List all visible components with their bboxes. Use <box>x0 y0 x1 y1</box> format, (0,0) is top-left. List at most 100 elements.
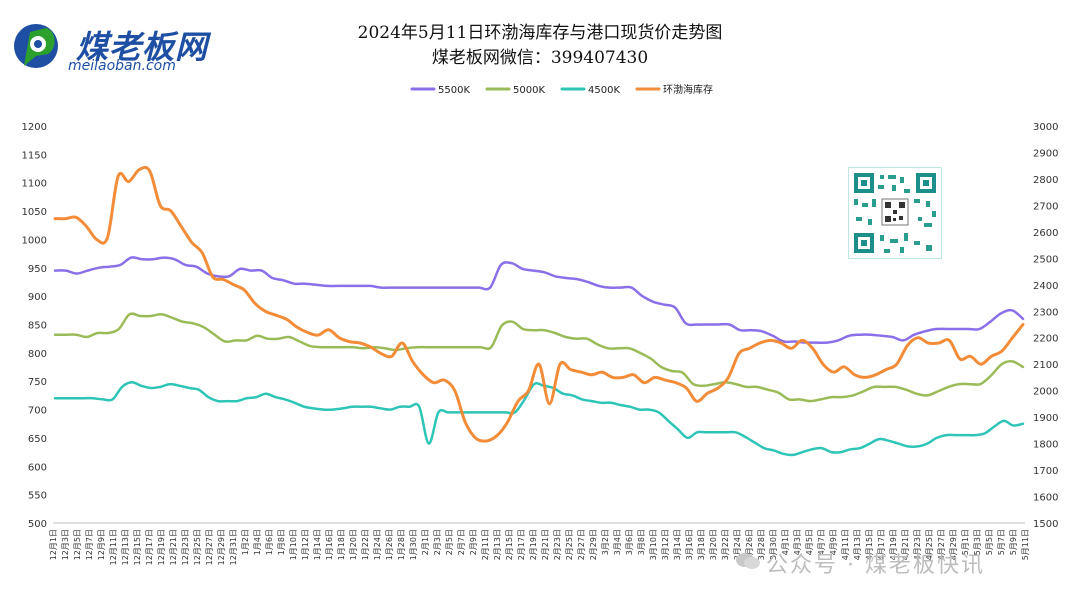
y-right-tick-label: 1800 <box>1033 440 1058 451</box>
y-right-tick-label: 3000 <box>1033 122 1058 133</box>
x-tick-label: 1月26日 <box>385 529 394 560</box>
x-tick-label: 1月12日 <box>301 529 310 560</box>
x-tick-label: 12月13日 <box>121 529 130 565</box>
y-left-tick-label: 1050 <box>22 207 47 218</box>
x-tick-label: 3月24日 <box>733 529 742 560</box>
x-tick-label: 3月30日 <box>769 529 778 560</box>
x-tick-label: 12月9日 <box>97 529 106 560</box>
x-tick-label: 3月16日 <box>685 529 694 560</box>
y-left-tick-label: 550 <box>28 491 47 502</box>
x-tick-label: 4月11日 <box>841 529 850 560</box>
x-tick-label: 4月23日 <box>913 529 922 560</box>
x-tick-label: 12月23日 <box>181 529 190 565</box>
x-tick-label: 2月29日 <box>589 529 598 560</box>
x-tick-label: 2月13日 <box>493 529 502 560</box>
x-tick-label: 1月16日 <box>325 529 334 560</box>
x-tick-label: 4月3日 <box>793 529 802 555</box>
x-tick-label: 1月2日 <box>241 529 250 555</box>
y-left-tick-label: 950 <box>28 264 47 275</box>
y-right-tick-label: 2900 <box>1033 148 1058 159</box>
y-right-tick-label: 2700 <box>1033 201 1058 212</box>
series-line-0 <box>53 256 1025 345</box>
x-tick-label: 1月6日 <box>265 529 274 555</box>
series-line-2 <box>53 381 1025 457</box>
x-tick-label: 2月27日 <box>577 529 586 560</box>
logo-name: 煤老板网 <box>76 28 209 66</box>
y-right-tick-label: 1500 <box>1033 519 1058 530</box>
x-tick-label: 2月21日 <box>541 529 550 560</box>
x-tick-label: 2月17日 <box>517 529 526 560</box>
logo-icon <box>14 24 58 68</box>
x-tick-label: 12月3日 <box>61 529 70 560</box>
x-tick-label: 12月25日 <box>193 529 202 565</box>
x-tick-label: 3月4日 <box>613 529 622 555</box>
x-tick-label: 2月7日 <box>457 529 466 555</box>
x-tick-label: 3月14日 <box>673 529 682 560</box>
y-right-tick-label: 2000 <box>1033 387 1058 398</box>
x-tick-label: 4月19日 <box>889 529 898 560</box>
x-tick-label: 3月26日 <box>745 529 754 560</box>
x-tick-label: 12月29日 <box>217 529 226 565</box>
qr-code-icon <box>848 167 942 259</box>
y-left-tick-label: 500 <box>28 519 47 530</box>
x-tick-label: 12月1日 <box>49 529 58 560</box>
legend-label: 5000K <box>513 85 545 96</box>
y-right-tick-label: 2300 <box>1033 307 1058 318</box>
x-tick-label: 1月18日 <box>337 529 346 560</box>
y-left-tick-label: 1100 <box>22 179 47 190</box>
x-tick-label: 3月20日 <box>709 529 718 560</box>
chart-title: 2024年5月11日环渤海库存与港口现货价走势图 <box>357 23 723 43</box>
y-right-tick-label: 2600 <box>1033 228 1058 239</box>
x-tick-label: 2月9日 <box>469 529 478 555</box>
watermark-text: 公众号 · 煤老板快讯 <box>766 553 985 578</box>
y-left-tick-label: 850 <box>28 321 47 332</box>
x-tick-label: 2月15日 <box>505 529 514 560</box>
x-tick-label: 3月18日 <box>697 529 706 560</box>
x-tick-label: 4月15日 <box>865 529 874 560</box>
y-right-tick-label: 1900 <box>1033 413 1058 424</box>
x-tick-label: 5月9日 <box>1009 529 1018 555</box>
x-tick-label: 1月24日 <box>373 529 382 560</box>
x-tick-label: 12月27日 <box>205 529 214 565</box>
chart-subtitle: 煤老板网微信：399407430 <box>431 48 649 68</box>
y-right-tick-label: 2100 <box>1033 360 1058 371</box>
x-tick-label: 5月3日 <box>973 529 982 555</box>
x-tick-label: 12月15日 <box>133 529 142 565</box>
series-line-1 <box>53 312 1025 403</box>
x-tick-label: 4月29日 <box>949 529 958 560</box>
x-tick-label: 5月7日 <box>997 529 1006 555</box>
x-tick-label: 4月27日 <box>937 529 946 560</box>
x-tick-label: 4月9日 <box>829 529 838 555</box>
x-tick-label: 12月21日 <box>169 529 178 565</box>
x-tick-label: 2月3日 <box>433 529 442 555</box>
x-tick-label: 1月10日 <box>289 529 298 560</box>
wechat-icon <box>736 553 760 569</box>
x-tick-label: 12月7日 <box>85 529 94 560</box>
y-left-tick-label: 1150 <box>22 150 47 161</box>
x-tick-label: 2月1日 <box>421 529 430 555</box>
x-tick-label: 5月5日 <box>985 529 994 555</box>
x-tick-label: 12月31日 <box>229 529 238 565</box>
y-right-tick-label: 1700 <box>1033 466 1058 477</box>
x-tick-label: 4月5日 <box>805 529 814 555</box>
x-tick-label: 1月20日 <box>349 529 358 560</box>
x-tick-label: 3月8日 <box>637 529 646 555</box>
x-tick-label: 3月12日 <box>661 529 670 560</box>
x-tick-label: 4月21日 <box>901 529 910 560</box>
x-tick-label: 3月22日 <box>721 529 730 560</box>
legend-label: 环渤海库存 <box>663 83 713 96</box>
x-tick-label: 3月6日 <box>625 529 634 555</box>
y-left-tick-label: 650 <box>28 434 47 445</box>
legend-label: 5500K <box>438 85 470 96</box>
series-line-3 <box>53 165 1025 443</box>
x-tick-label: 4月1日 <box>781 529 790 555</box>
y-left-tick-label: 750 <box>28 377 47 388</box>
x-tick-label: 1月4日 <box>253 529 262 555</box>
x-tick-label: 1月28日 <box>397 529 406 560</box>
y-right-tick-label: 1600 <box>1033 493 1058 504</box>
x-tick-label: 2月11日 <box>481 529 490 560</box>
y-left-tick-label: 1200 <box>22 122 47 133</box>
logo: 煤老板网 meilaoban.com <box>10 18 260 78</box>
x-tick-label: 3月10日 <box>649 529 658 560</box>
